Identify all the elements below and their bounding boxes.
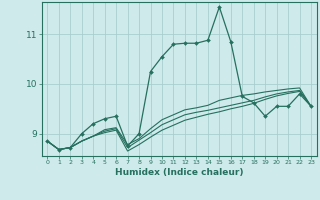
X-axis label: Humidex (Indice chaleur): Humidex (Indice chaleur) xyxy=(115,168,244,177)
